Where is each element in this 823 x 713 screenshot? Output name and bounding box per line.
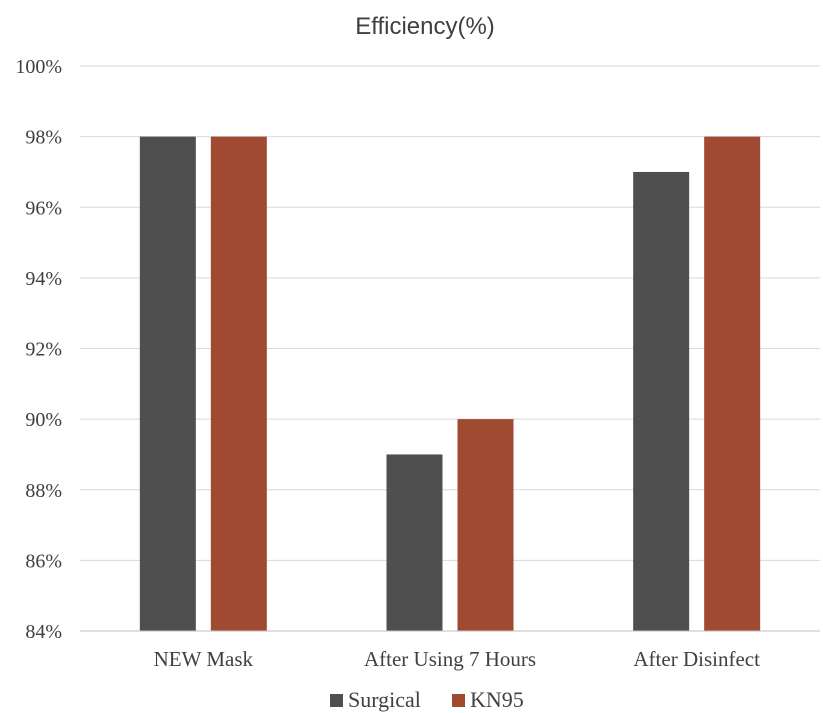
bar-surgical-2 xyxy=(633,171,690,631)
legend-label-kn95: KN95 xyxy=(470,687,524,712)
x-category-label: After Using 7 Hours xyxy=(364,647,536,671)
y-tick-label: 84% xyxy=(25,621,62,643)
x-axis-categories: NEW Mask After Using 7 Hours After Disinfe… xyxy=(154,647,760,671)
y-tick-label: 94% xyxy=(25,268,62,290)
y-tick-label: 92% xyxy=(25,339,62,361)
x-category-label: NEW Mask xyxy=(154,647,254,671)
y-axis-ticks: 84% 86% 88% 90% 92% 94% 96% 98% 100% xyxy=(15,56,62,643)
bar-surgical-0 xyxy=(139,136,196,631)
y-tick-label: 86% xyxy=(25,550,62,572)
y-tick-label: 96% xyxy=(25,197,62,219)
bars xyxy=(139,136,761,631)
bar-kn95-1 xyxy=(457,419,514,631)
legend-swatch-kn95 xyxy=(452,694,465,707)
y-tick-label: 98% xyxy=(25,127,62,149)
bar-surgical-1 xyxy=(386,454,443,631)
legend-label-surgical: Surgical xyxy=(348,687,421,712)
legend: Surgical KN95 xyxy=(330,687,524,712)
gridlines xyxy=(80,65,820,561)
y-tick-label: 88% xyxy=(25,480,62,502)
chart-title: Efficiency(%) xyxy=(355,13,495,40)
y-tick-label: 90% xyxy=(25,409,62,431)
bar-kn95-0 xyxy=(210,136,267,631)
y-tick-label: 100% xyxy=(15,56,62,78)
bar-kn95-2 xyxy=(704,136,761,631)
legend-swatch-surgical xyxy=(330,694,343,707)
x-category-label: After Disinfect xyxy=(633,647,760,671)
